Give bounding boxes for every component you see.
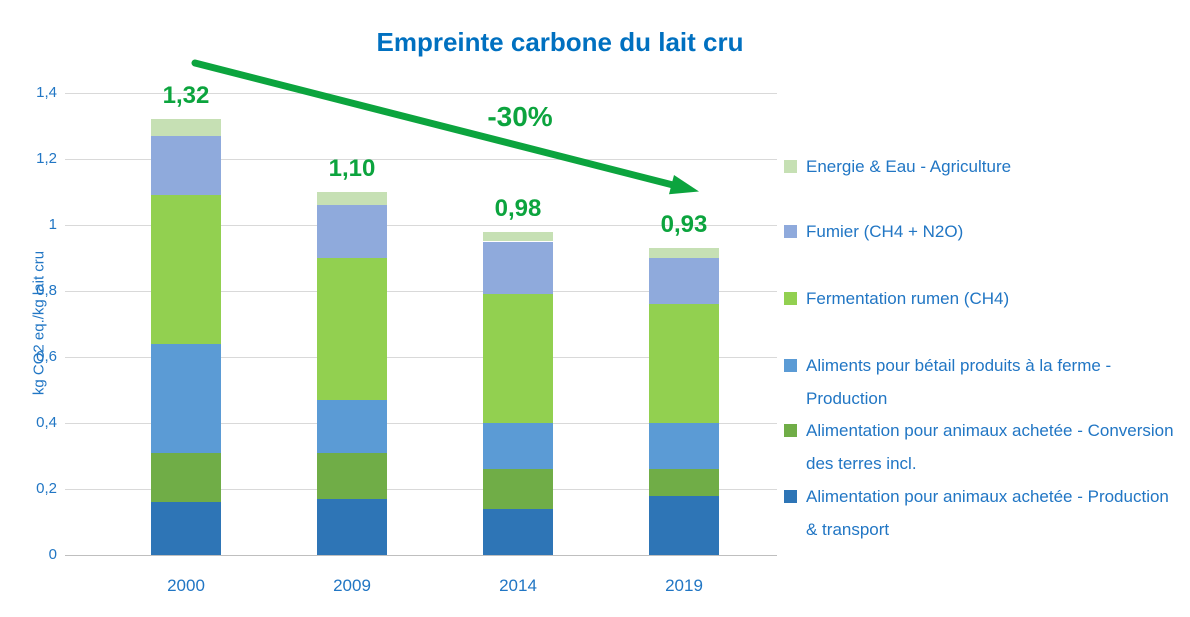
x-tick-label: 2014 <box>499 576 537 595</box>
bar-segment <box>483 294 553 423</box>
bar-segment <box>317 205 387 258</box>
bar-segment <box>483 241 553 295</box>
legend-label: Alimentation pour animaux achetée - Prod… <box>806 487 1169 539</box>
y-axis-title: kg CO2 eq./kg lait cru <box>30 250 48 396</box>
x-tick-label: 2009 <box>333 576 371 595</box>
gridline <box>65 488 777 490</box>
legend-label: Energie & Eau - Agriculture <box>806 157 1012 176</box>
bar-segment <box>151 119 221 136</box>
bar-segment <box>317 399 387 453</box>
legend-swatch-icon <box>784 490 797 503</box>
bar-total-label: 0,93 <box>660 211 708 239</box>
legend-item: Fumier (CH4 + N2O) <box>784 215 1184 248</box>
bar-segment <box>483 508 553 555</box>
x-axis-line <box>65 554 777 556</box>
bar-segment <box>151 452 221 503</box>
bar-segment <box>317 498 387 555</box>
legend-swatch-icon <box>784 160 797 173</box>
legend-item: Alimentation pour animaux achetée - Conv… <box>784 414 1184 480</box>
bar-segment <box>151 135 221 196</box>
bar-segment <box>649 304 719 423</box>
trend-annotation: -30% <box>487 101 553 132</box>
x-tick-label: 2019 <box>665 576 703 595</box>
legend-label: Alimentation pour animaux achetée - Conv… <box>806 421 1174 473</box>
bar-segment <box>483 469 553 509</box>
legend-item: Fermentation rumen (CH4) <box>784 282 1184 315</box>
y-tick-label: 0,2 <box>36 480 57 497</box>
bar-segment <box>317 452 387 499</box>
bar-segment <box>151 502 221 555</box>
bar-segment <box>483 423 553 470</box>
bar-segment <box>483 231 553 242</box>
bar-total-label: 1,10 <box>328 155 376 182</box>
bar-segment <box>649 258 719 305</box>
bar-total-label: 0,98 <box>494 194 542 222</box>
bar-segment <box>649 469 719 496</box>
gridline <box>65 224 777 226</box>
y-tick-label: 0,4 <box>36 414 57 431</box>
legend-swatch-icon <box>784 359 797 372</box>
legend-label: Fumier (CH4 + N2O) <box>806 222 964 241</box>
legend-swatch-icon <box>784 225 797 238</box>
bar-segment <box>649 423 719 470</box>
chart-title: Empreinte carbone du lait cru <box>376 27 744 57</box>
bar-segment <box>151 343 221 453</box>
y-tick-label: 1,4 <box>36 84 57 101</box>
y-tick-label: 1 <box>48 216 57 233</box>
bar-segment <box>317 258 387 400</box>
legend-swatch-icon <box>784 292 797 305</box>
bar-segment <box>649 495 719 555</box>
bar-segment <box>317 192 387 206</box>
legend-item: Aliments pour bétail produits à la ferme… <box>784 349 1184 415</box>
y-tick-label: 0,8 <box>36 282 57 299</box>
legend-swatch-icon <box>784 424 797 437</box>
legend-item: Energie & Eau - Agriculture <box>784 150 1184 183</box>
y-tick-label: 0 <box>48 546 57 563</box>
x-tick-label: 2000 <box>167 576 205 595</box>
gridline <box>65 422 777 424</box>
legend-label: Fermentation rumen (CH4) <box>806 289 1010 308</box>
gridline <box>65 356 777 358</box>
bar-total-label: 1,32 <box>162 82 210 110</box>
y-tick-label: 1,2 <box>36 150 57 167</box>
legend-label: Aliments pour bétail produits à la ferme… <box>806 356 1112 408</box>
bar-segment <box>649 248 719 258</box>
gridline <box>65 290 777 292</box>
legend-item: Alimentation pour animaux achetée - Prod… <box>784 480 1184 546</box>
y-tick-label: 0,6 <box>36 348 57 365</box>
bar-segment <box>151 195 221 344</box>
